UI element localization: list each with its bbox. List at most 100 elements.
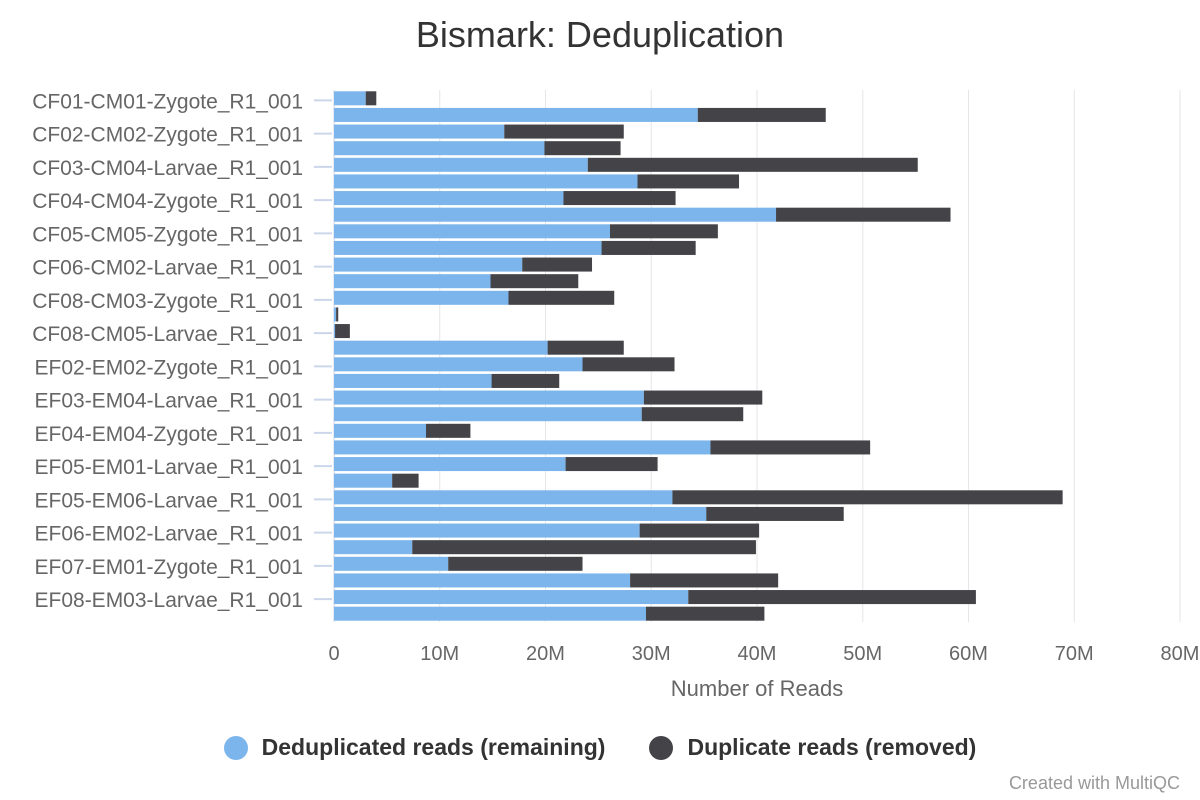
bar-duplicate: [776, 207, 951, 222]
legend-label-deduplicated: Deduplicated reads (remaining): [261, 734, 606, 760]
bar-deduplicated: [334, 124, 505, 139]
x-tick-label: 80M: [1161, 643, 1200, 665]
y-category-label: CF08-CM03-Zygote_R1_001: [32, 290, 303, 313]
bar-duplicate: [335, 324, 350, 339]
bar-deduplicated: [334, 556, 449, 571]
y-category-label: EF05-EM06-Larvae_R1_001: [35, 489, 304, 512]
bar-duplicate: [641, 407, 744, 422]
bar-deduplicated: [334, 490, 673, 505]
bar-deduplicated: [334, 390, 644, 405]
x-tick-label: 0: [328, 643, 339, 665]
y-category-label: EF05-EM01-Larvae_R1_001: [35, 456, 304, 479]
bar-deduplicated: [334, 207, 777, 222]
bar-duplicate: [508, 290, 615, 305]
legend: Deduplicated reads (remaining) Duplicate…: [0, 734, 1200, 761]
bar-duplicate: [491, 373, 560, 388]
y-category-label: CF01-CM01-Zygote_R1_001: [32, 90, 303, 113]
bar-duplicate: [630, 573, 779, 588]
legend-item-deduplicated[interactable]: Deduplicated reads (remaining): [223, 734, 606, 761]
bar-deduplicated: [334, 107, 698, 122]
bar-deduplicated: [334, 157, 588, 172]
legend-item-duplicate[interactable]: Duplicate reads (removed): [649, 734, 976, 761]
x-tick-label: 10M: [420, 643, 459, 665]
y-category-label: CF04-CM04-Zygote_R1_001: [32, 190, 303, 213]
bar-duplicate: [637, 174, 740, 189]
bar-duplicate: [504, 124, 624, 139]
bar-duplicate: [587, 157, 918, 172]
bar-deduplicated: [334, 141, 545, 156]
bar-deduplicated: [334, 457, 566, 472]
bar-duplicate: [706, 506, 844, 521]
bar-duplicate: [610, 224, 718, 239]
bar-deduplicated: [334, 257, 523, 272]
bar-duplicate: [490, 274, 579, 289]
chart-title: Bismark: Deduplication: [415, 14, 785, 55]
legend-marker-deduplicated: [223, 735, 248, 760]
bar-duplicate: [688, 590, 976, 605]
bar-duplicate: [697, 107, 826, 122]
y-category-label: EF04-EM04-Zygote_R1_001: [35, 423, 303, 446]
y-category-label: CF02-CM02-Zygote_R1_001: [32, 124, 303, 147]
bar-duplicate: [547, 340, 624, 355]
bar-deduplicated: [334, 440, 711, 455]
bar-deduplicated: [334, 340, 548, 355]
bar-duplicate: [336, 307, 339, 322]
bar-duplicate: [563, 191, 676, 206]
bar-duplicate: [448, 556, 583, 571]
bar-deduplicated: [334, 224, 611, 239]
bar-deduplicated: [334, 540, 413, 555]
bar-deduplicated: [334, 506, 707, 521]
x-tick-label: 50M: [843, 643, 882, 665]
bar-deduplicated: [334, 274, 491, 289]
bar-duplicate: [544, 141, 621, 156]
x-tick-label: 70M: [1055, 643, 1094, 665]
bar-duplicate: [412, 540, 756, 555]
bar-deduplicated: [334, 523, 640, 538]
y-category-label: CF08-CM05-Larvae_R1_001: [32, 323, 303, 346]
y-category-label: EF06-EM02-Larvae_R1_001: [35, 523, 304, 546]
bar-deduplicated: [334, 473, 393, 488]
bar-duplicate: [522, 257, 593, 272]
bar-deduplicated: [334, 307, 337, 322]
y-category-label: EF08-EM03-Larvae_R1_001: [35, 589, 304, 612]
y-category-label: CF03-CM04-Larvae_R1_001: [32, 157, 303, 180]
y-category-label: CF05-CM05-Zygote_R1_001: [32, 223, 303, 246]
y-category-label: EF02-EM02-Zygote_R1_001: [35, 356, 303, 379]
bar-deduplicated: [334, 573, 631, 588]
x-tick-label: 20M: [526, 643, 565, 665]
bar-deduplicated: [334, 357, 583, 372]
x-axis-title: Number of Reads: [671, 676, 843, 701]
bar-duplicate: [582, 357, 675, 372]
legend-marker-duplicate: [649, 735, 674, 760]
bar-duplicate: [710, 440, 871, 455]
bar-duplicate: [643, 390, 763, 405]
bar-duplicate: [639, 523, 760, 538]
credit-link[interactable]: Created with MultiQC: [1008, 773, 1180, 793]
x-tick-label: 40M: [738, 643, 777, 665]
bar-duplicate: [601, 240, 696, 255]
x-tick-label: 60M: [949, 643, 988, 665]
bar-deduplicated: [334, 590, 689, 605]
y-category-label: EF03-EM04-Larvae_R1_001: [35, 390, 304, 413]
y-category-label: CF06-CM02-Larvae_R1_001: [32, 257, 303, 280]
bar-deduplicated: [334, 324, 336, 339]
bar-deduplicated: [334, 290, 509, 305]
bar-deduplicated: [334, 407, 642, 422]
bar-deduplicated: [334, 606, 646, 621]
bar-duplicate: [672, 490, 1063, 505]
bar-duplicate: [426, 423, 471, 438]
bar-duplicate: [365, 91, 377, 106]
bar-deduplicated: [334, 373, 492, 388]
bar-deduplicated: [334, 191, 564, 206]
bar-deduplicated: [334, 174, 638, 189]
bar-duplicate: [392, 473, 419, 488]
bar-duplicate: [565, 457, 658, 472]
bar-deduplicated: [334, 423, 427, 438]
bar-deduplicated: [334, 240, 602, 255]
bar-deduplicated: [334, 91, 366, 106]
bar-duplicate: [645, 606, 765, 621]
x-tick-label: 30M: [632, 643, 671, 665]
legend-label-duplicate: Duplicate reads (removed): [687, 734, 977, 760]
y-category-label: EF07-EM01-Zygote_R1_001: [35, 556, 303, 579]
